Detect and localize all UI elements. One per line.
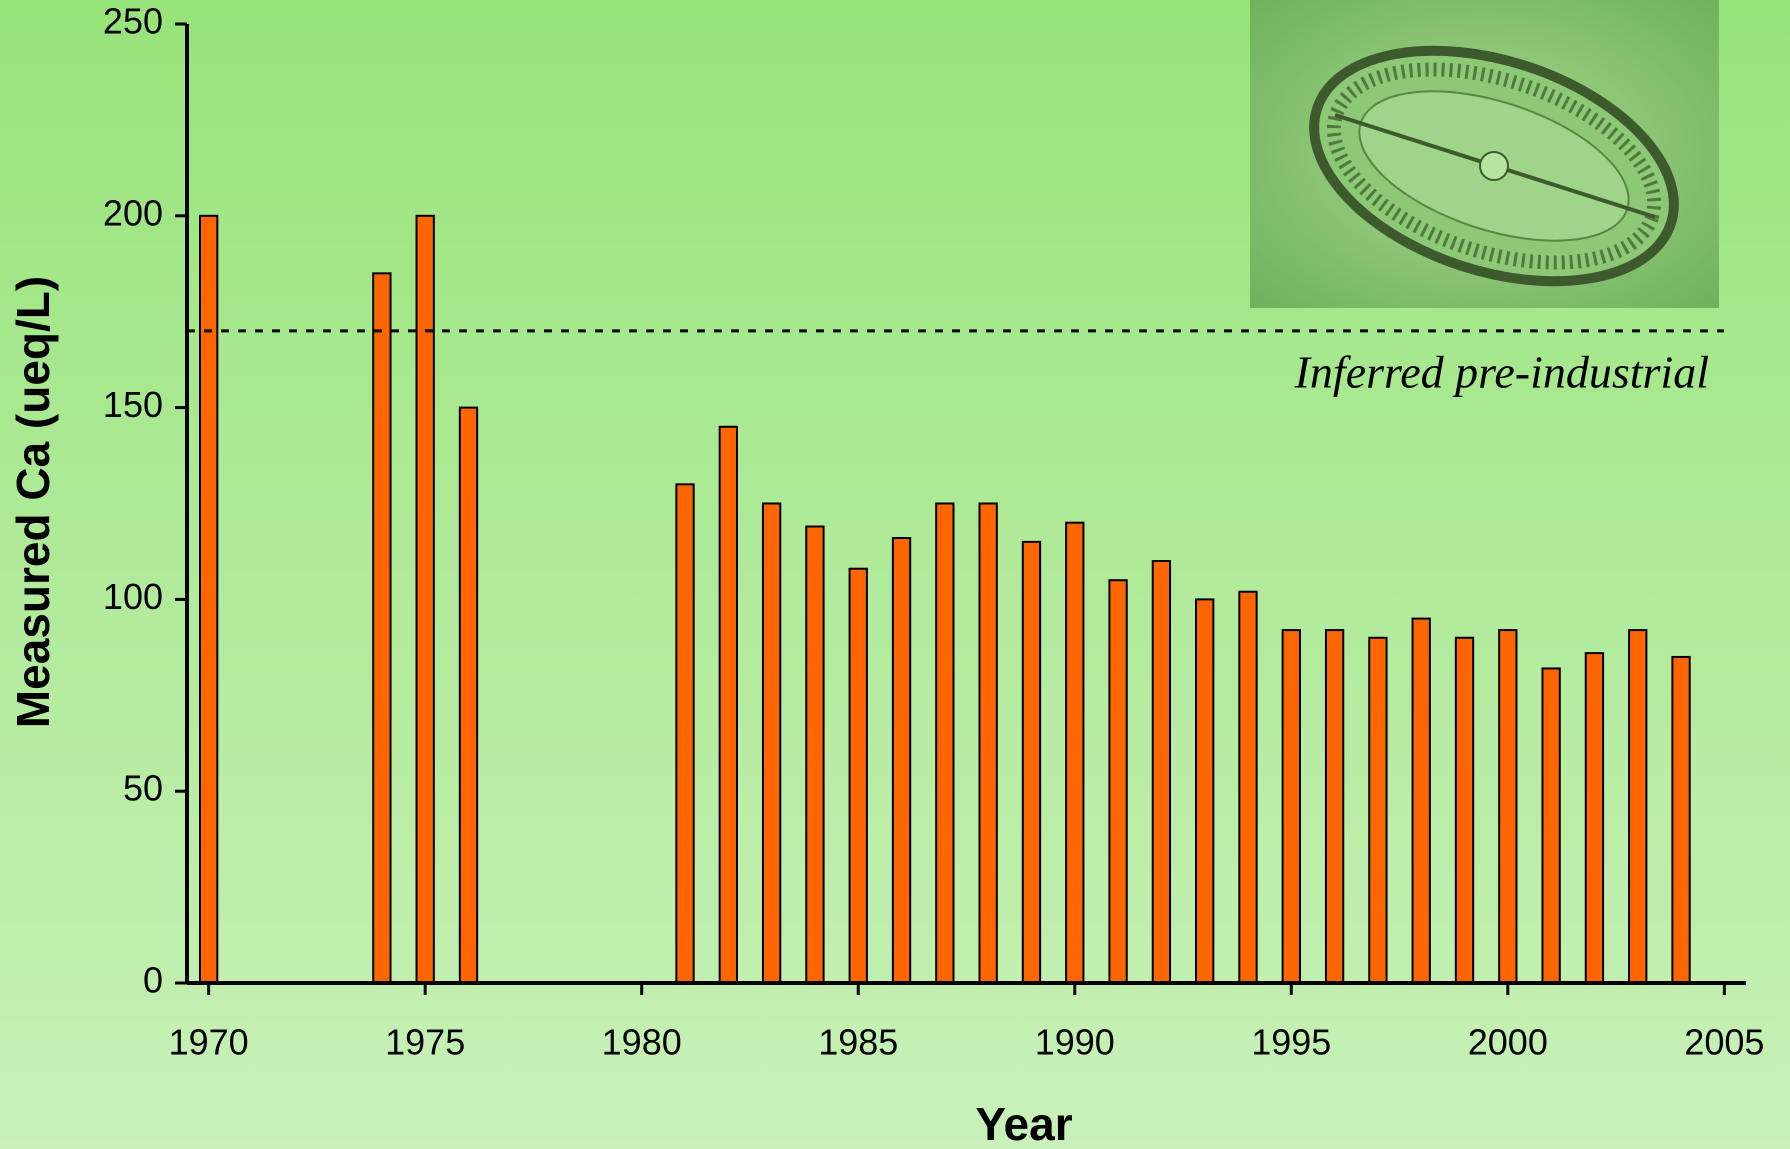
y-tick-label: 250 [103, 1, 163, 42]
reference-label: Inferred pre-industrial [1294, 346, 1709, 397]
y-axis-title: Measured Ca (ueq/L) [7, 276, 59, 728]
bar [1021, 540, 1042, 984]
x-tick-label: 2005 [1684, 1022, 1764, 1063]
bar [1498, 629, 1518, 984]
bar [1324, 629, 1345, 984]
bar [1368, 636, 1388, 984]
bar [1065, 521, 1085, 984]
bar [848, 567, 868, 984]
x-tick-label: 1980 [602, 1022, 682, 1063]
y-tick-label: 0 [143, 960, 163, 1001]
bar [935, 502, 955, 984]
bar [1238, 590, 1258, 985]
x-tick-label: 1985 [818, 1022, 898, 1063]
bar [1108, 579, 1128, 984]
x-tick-label: 1970 [169, 1022, 249, 1063]
bar [1281, 629, 1301, 984]
bar [1628, 629, 1648, 984]
bar [1541, 667, 1561, 984]
bar [675, 483, 695, 984]
bar [718, 425, 738, 984]
diatom-image [1250, 0, 1719, 308]
bar [978, 502, 998, 984]
y-tick-label: 50 [123, 768, 163, 809]
bar [1195, 598, 1215, 985]
bar [1454, 636, 1475, 984]
bar [761, 502, 782, 984]
x-tick-label: 1990 [1035, 1022, 1115, 1063]
x-tick-label: 1975 [385, 1022, 465, 1063]
bar [805, 525, 825, 984]
bar [372, 272, 392, 984]
bar [1151, 560, 1172, 984]
x-tick-label: 2000 [1468, 1022, 1548, 1063]
bar [1411, 617, 1431, 985]
x-axis-title: Year [975, 1098, 1072, 1149]
bar [891, 537, 912, 984]
bar [1584, 652, 1605, 984]
bar [458, 406, 479, 985]
y-tick-label: 150 [103, 384, 163, 425]
bar [1671, 655, 1691, 984]
y-tick-label: 100 [103, 576, 163, 617]
x-tick-label: 1995 [1251, 1022, 1331, 1063]
y-tick-label: 200 [103, 192, 163, 233]
